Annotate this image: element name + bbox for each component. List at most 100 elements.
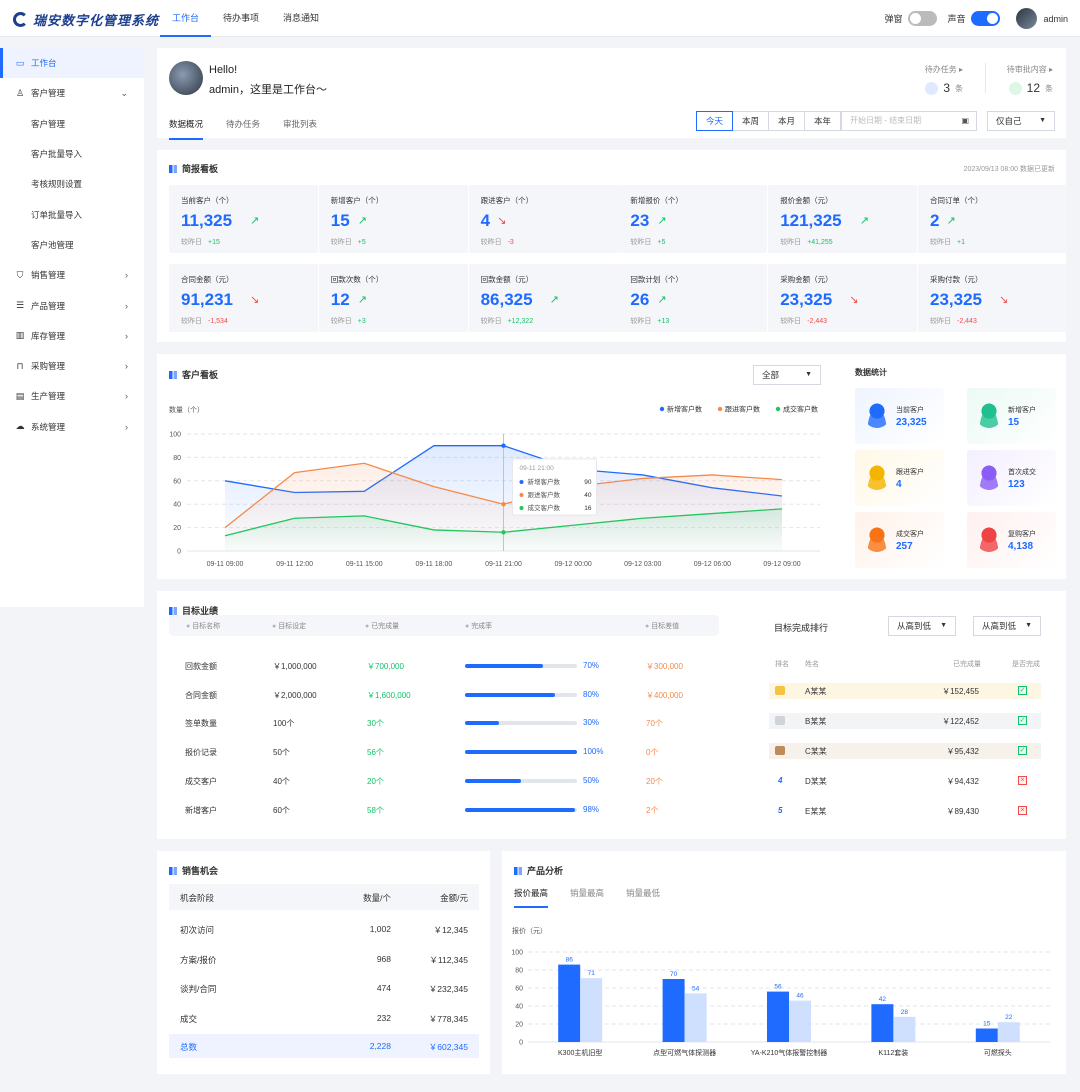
- hover-point: [501, 502, 506, 507]
- stat-card[interactable]: 新增客户（个） 15 ↗ 较昨日 +5: [318, 185, 468, 253]
- chevron-right-icon: ›: [125, 330, 128, 341]
- stat-value: 15: [330, 211, 350, 230]
- bar: [789, 1000, 811, 1042]
- ranking-row: B某某 ￥122,452 ✓: [769, 713, 1041, 729]
- bar: [684, 993, 707, 1042]
- sidebar-subitem-order-import[interactable]: 订单批量导入: [0, 199, 144, 229]
- sidebar-subitem-batch-import[interactable]: 客户批量导入: [0, 139, 144, 169]
- stat-card[interactable]: 跟进客户（个） 4 ↘ 较昨日 -3: [468, 185, 618, 253]
- sidebar-item-purchase[interactable]: ⊓ 采购管理 ›: [0, 351, 144, 381]
- sidebar-item-customer-mgmt[interactable]: ♙ 客户管理 ⌄: [0, 78, 144, 108]
- sound-toggle[interactable]: [971, 11, 1001, 26]
- check-icon: ✓: [1018, 686, 1027, 695]
- pending-review[interactable]: 待审批内容 ▸ 12 条: [991, 64, 1053, 95]
- tab-data-overview[interactable]: 数据概况: [169, 118, 204, 140]
- grid-icon: [169, 866, 177, 875]
- bar: [662, 979, 685, 1042]
- sidebar-item-inventory[interactable]: ▥ 库存管理 ›: [0, 321, 144, 351]
- sidebar-subitem-customer-pool[interactable]: 客户池管理: [0, 230, 144, 260]
- sidebar-item-system[interactable]: ☁ 系统管理 ›: [0, 412, 144, 442]
- tab-approval-list[interactable]: 审批列表: [283, 119, 318, 129]
- sidebar-subitem-customers[interactable]: 客户管理: [0, 109, 144, 139]
- range-today-button[interactable]: 今天: [696, 111, 734, 131]
- tab-highest-sales[interactable]: 销量最高: [570, 888, 605, 898]
- sidebar-item-sales[interactable]: ⛉ 销售管理 ›: [0, 260, 144, 290]
- caret-down-icon: ▼: [805, 371, 812, 378]
- topnav-messages[interactable]: 消息通知: [283, 13, 320, 23]
- x-tick-label: 09-11 18:00: [415, 561, 452, 568]
- stat-tile[interactable]: 跟进客户 4: [855, 450, 944, 506]
- caret-down-icon: ▼: [940, 622, 947, 629]
- stat-tile[interactable]: 当前客户 23,325: [855, 388, 944, 444]
- range-month-button[interactable]: 本月: [768, 111, 806, 131]
- progress-fill: [465, 750, 577, 755]
- stat-card[interactable]: 采购付款（元） 23,325 ↘ 较昨日 -2,443: [918, 264, 1067, 332]
- stat-card[interactable]: 采购金额（元） 23,325 ↘ 较昨日 -2,443: [768, 264, 918, 332]
- username[interactable]: admin: [1043, 13, 1068, 24]
- target-name: 成交客户: [185, 776, 217, 786]
- sidebar-item-workbench[interactable]: ▭ 工作台: [0, 48, 144, 79]
- tab-highest-quote[interactable]: 报价最高: [514, 887, 549, 908]
- sidebar-subitem-assessment-rules[interactable]: 考核规则设置: [0, 169, 144, 199]
- stat-card[interactable]: 回款次数（个） 12 ↗ 较昨日 +3: [318, 264, 468, 332]
- topnav-todo[interactable]: 待办事项: [223, 13, 260, 23]
- tooltip-label: 新增客户数: [528, 477, 561, 486]
- x-tick-label: K300主机旧型: [558, 1048, 602, 1057]
- stat-card[interactable]: 合同订单（个） 2 ↗ 较昨日 +1: [918, 185, 1067, 253]
- compare-row: 较昨日 +12,322: [481, 316, 534, 326]
- stat-card[interactable]: 回款计划（个） 26 ↗ 较昨日 +13: [618, 264, 768, 332]
- target-name: 签单数量: [185, 719, 217, 729]
- bar: [580, 978, 603, 1042]
- avatar[interactable]: [1016, 8, 1038, 29]
- table-row: 回款金额 ￥1,000,000 ￥700,000 70% ￥300,000: [169, 651, 719, 680]
- stat-tile[interactable]: 成交客户 257: [855, 512, 944, 568]
- logo[interactable]: 瑞安数字化管理系统: [13, 10, 159, 29]
- customer-filter-select[interactable]: 全部 ▼: [753, 365, 821, 385]
- popup-toggle[interactable]: [908, 11, 938, 26]
- stat-delta: +1: [957, 239, 965, 246]
- stat-card[interactable]: 报价金额（元） 121,325 ↗ 较昨日 +41,255: [768, 185, 918, 253]
- range-year-button[interactable]: 本年: [804, 111, 842, 131]
- y-axis-label: 数量（个）: [169, 405, 204, 414]
- bar-value-label: 46: [796, 993, 804, 1000]
- date-range-input[interactable]: 开始日期 - 结束日期 ▣: [841, 111, 977, 131]
- scope-select[interactable]: 仅自己 ▼: [987, 111, 1055, 131]
- sidebar-item-products[interactable]: ☰ 产品管理 ›: [0, 290, 144, 320]
- tooltip-value: 40: [584, 492, 592, 499]
- range-week-button[interactable]: 本周: [732, 111, 770, 131]
- ranking-sort-select-2[interactable]: 从高到低 ▼: [973, 616, 1041, 636]
- users-icon: ♙: [15, 87, 25, 98]
- trend-up-icon: ↗: [657, 215, 667, 227]
- gap-value: ￥300,000: [646, 662, 683, 671]
- tab-pending-tasks[interactable]: 待办任务: [226, 119, 261, 129]
- chevron-right-icon: ›: [125, 421, 128, 432]
- chart-tooltip: 09-11 21:00 新增客户数 90 跟进客户数 40 成交客户数 16: [512, 458, 597, 516]
- stat-card[interactable]: 新增报价（个） 23 ↗ 较昨日 +5: [618, 185, 768, 253]
- tab-lowest-sales[interactable]: 销量最低: [626, 888, 661, 898]
- y-tick-label: 20: [515, 1022, 523, 1029]
- stat-delta: -2,443: [957, 318, 977, 325]
- stat-card[interactable]: 合同金额（元） 91,231 ↘ 较昨日 -1,534: [169, 264, 318, 332]
- hover-point: [501, 530, 506, 535]
- user-icon: [976, 402, 1002, 428]
- ranking-sort-select-1[interactable]: 从高到低 ▼: [888, 616, 956, 636]
- stat-card[interactable]: 当前客户（个） 11,325 ↗ 较昨日 +15: [169, 185, 318, 253]
- stat-label: 回款次数（个）: [330, 275, 384, 284]
- table-row: 成交 232 ￥778,345: [169, 1003, 479, 1033]
- stat-tile[interactable]: 首次成交 123: [967, 450, 1056, 506]
- task-icon: [925, 81, 939, 95]
- stat-card[interactable]: 回款金额（元） 86,325 ↗ 较昨日 +12,322: [468, 264, 618, 332]
- legend-label: 成交客户数: [783, 405, 818, 414]
- y-tick-label: 40: [515, 1004, 523, 1011]
- topnav-workbench[interactable]: 工作台: [160, 0, 212, 37]
- stat-tile[interactable]: 复购客户 4,138: [967, 512, 1056, 568]
- sidebar-item-label: 销售管理: [31, 270, 66, 281]
- compare-label: 较昨日: [181, 318, 202, 325]
- unit-label: 条: [1045, 83, 1053, 93]
- stage-amount: ￥12,345: [433, 925, 469, 935]
- sidebar-item-production[interactable]: ▤ 生产管理 ›: [0, 381, 144, 411]
- stat-label: 新增报价（个）: [630, 196, 683, 205]
- compare-row: 较昨日 +41,255: [780, 237, 833, 247]
- stat-tile[interactable]: 新增客户 15: [967, 388, 1056, 444]
